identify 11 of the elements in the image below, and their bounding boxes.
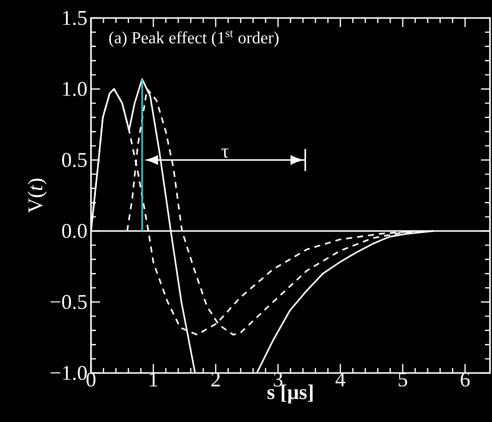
y-tick-label: −0.5 bbox=[50, 294, 87, 310]
annotation: τ bbox=[221, 148, 229, 158]
text: (a) Peak effect (1$^{st}$ order) bbox=[109, 30, 279, 47]
y-tick-label: 0.0 bbox=[62, 224, 87, 238]
y-axis-title: V(t) bbox=[28, 178, 47, 213]
x-tick-label: 4 bbox=[336, 372, 346, 386]
y-tick-label: 0.5 bbox=[62, 152, 87, 168]
y-tick-label: 1.0 bbox=[63, 82, 87, 96]
y-tick-label: −1.0 bbox=[50, 366, 87, 380]
x-tick-label: 0 bbox=[86, 372, 96, 387]
y-tick-label: 1.5 bbox=[63, 10, 87, 26]
